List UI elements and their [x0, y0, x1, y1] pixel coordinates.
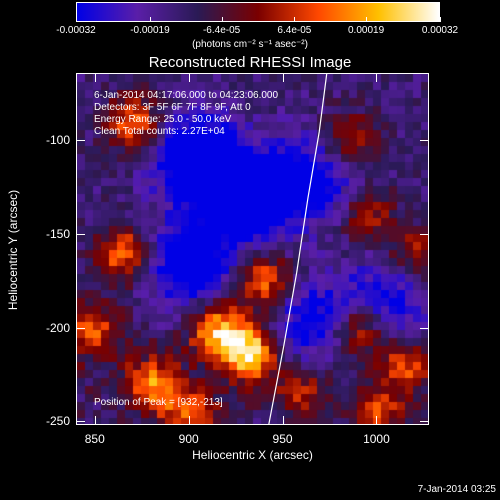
colorbar — [76, 2, 440, 22]
y-tick-mark — [420, 327, 428, 329]
y-tick-mark — [77, 140, 85, 142]
observation-info: 6-Jan-2014 04:17:06.000 to 04:23:06.000 … — [94, 90, 278, 138]
chart-title: Reconstructed RHESSI Image — [148, 54, 352, 71]
heatmap-image — [77, 74, 428, 424]
colorbar-tick-label: 6.4e-05 — [277, 25, 312, 36]
datestamp: 7-Jan-2014 03:25 — [417, 484, 496, 495]
colorbar-tick-label: 0.00032 — [421, 25, 459, 36]
y-tick-mark — [77, 421, 85, 423]
y-tick-label: -150 — [45, 227, 70, 242]
colorbar-tick-mark — [440, 17, 441, 22]
colorbar-tick-label: -6.4e-05 — [202, 25, 241, 36]
x-tick-mark — [188, 74, 190, 82]
solar-limb-line — [268, 74, 328, 424]
colorbar-tick-mark — [76, 17, 77, 22]
y-tick-label: -100 — [45, 133, 70, 148]
y-tick-mark — [420, 140, 428, 142]
y-tick-mark — [420, 234, 428, 236]
x-tick-mark — [94, 416, 96, 424]
x-tick-mark — [282, 74, 284, 82]
x-tick-label: 850 — [84, 432, 105, 446]
solar-limb-overlay — [268, 74, 328, 424]
x-tick-mark — [282, 416, 284, 424]
colorbar-tick-label: 0.00019 — [347, 25, 385, 36]
y-tick-mark — [420, 421, 428, 423]
y-axis-label: Heliocentric Y (arcsec) — [6, 189, 20, 311]
colorbar-tick-mark — [221, 17, 223, 22]
colorbar-tick-label: -0.00032 — [56, 25, 96, 36]
x-tick-label: 1000 — [363, 432, 390, 446]
colorbar-tick-label: -0.00019 — [130, 25, 170, 36]
info-line-detectors: Detectors: 3F 5F 6F 7F 8F 9F, Att 0 — [94, 102, 251, 113]
x-tick-label: 900 — [178, 432, 199, 446]
colorbar-tick-mark — [149, 17, 151, 22]
y-tick-label: -250 — [45, 414, 70, 429]
info-line-counts: Clean Total counts: 2.27E+04 — [94, 126, 225, 137]
x-tick-label: 950 — [272, 432, 293, 446]
x-tick-mark — [376, 416, 378, 424]
x-tick-mark — [94, 74, 96, 82]
info-line-time: 6-Jan-2014 04:17:06.000 to 04:23:06.000 — [94, 90, 279, 101]
info-line-energy: Energy Range: 25.0 - 50.0 keV — [94, 114, 232, 125]
x-tick-mark — [376, 74, 378, 82]
x-tick-mark — [188, 416, 190, 424]
plot-area — [76, 73, 429, 425]
colorbar-tick-mark — [294, 17, 296, 22]
y-tick-label: -200 — [45, 320, 70, 335]
colorbar-unit-label: (photons cm⁻² s⁻¹ asec⁻²) — [192, 39, 308, 50]
peak-position-label: Position of Peak = [932,-213] — [94, 397, 223, 408]
y-tick-mark — [77, 327, 85, 329]
y-tick-mark — [77, 234, 85, 236]
x-axis-label: Heliocentric X (arcsec) — [192, 448, 313, 462]
colorbar-tick-mark — [366, 17, 368, 22]
